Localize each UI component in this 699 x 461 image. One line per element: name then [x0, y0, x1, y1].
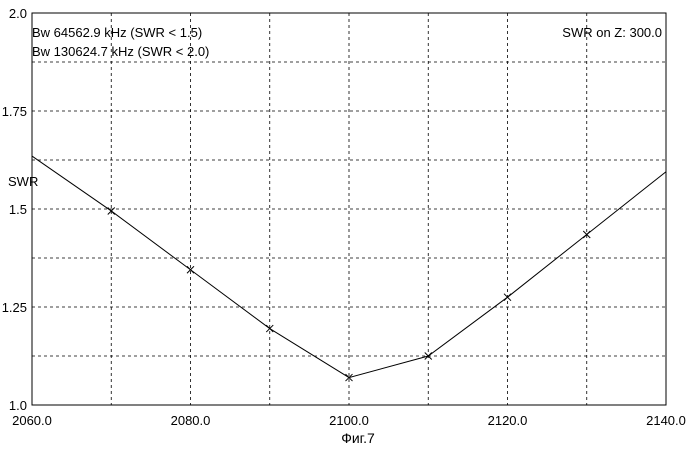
- y-tick-label: 1.75: [2, 104, 27, 119]
- plot-frame: [32, 13, 666, 405]
- x-tick-label: 2140.0: [646, 413, 686, 428]
- y-tick-label: 1.0: [9, 398, 27, 413]
- x-tick-label: 2120.0: [488, 413, 528, 428]
- bandwidth-swr-1-5-annotation: Bw 64562.9 kHz (SWR < 1.5): [32, 25, 202, 40]
- x-tick-label: 2060.0: [12, 413, 52, 428]
- swr-on-z-annotation: SWR on Z: 300.0: [562, 25, 662, 40]
- figure-caption: Фиг.7: [341, 430, 375, 446]
- data-point-marker: [504, 294, 511, 301]
- y-tick-label: 2.0: [9, 6, 27, 21]
- y-tick-label: 1.5: [9, 202, 27, 217]
- y-axis-label: SWR: [8, 174, 38, 189]
- y-tick-labels: 1.0 1.25 1.5 1.75 2.0: [2, 6, 27, 413]
- grid-lines: [32, 13, 666, 405]
- x-tick-labels: 2060.0 2080.0 2100.0 2120.0 2140.0: [12, 413, 686, 428]
- bandwidth-swr-2-0-annotation: Bw 130624.7 kHz (SWR < 2.0): [32, 44, 209, 59]
- x-tick-label: 2080.0: [171, 413, 211, 428]
- x-tick-label: 2100.0: [329, 413, 369, 428]
- y-tick-label: 1.25: [2, 300, 27, 315]
